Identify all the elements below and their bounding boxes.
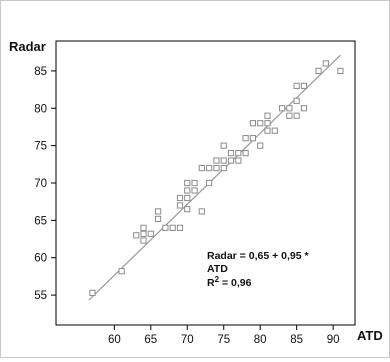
data-point <box>322 60 329 67</box>
y-tick-label: 70 <box>34 178 47 190</box>
data-point <box>118 268 125 275</box>
y-tick-label: 80 <box>34 103 47 115</box>
x-tick-label: 70 <box>181 334 194 346</box>
data-point <box>220 157 227 164</box>
y-tick-label: 65 <box>34 215 47 227</box>
data-point <box>213 157 220 164</box>
data-point <box>242 135 249 142</box>
r-squared-label: R2 = 0,96 <box>207 275 252 289</box>
data-point <box>220 142 227 149</box>
data-point <box>140 237 147 244</box>
regression-equation-line2: ATD <box>207 263 228 275</box>
data-point <box>227 157 235 164</box>
x-tick-label: 65 <box>144 334 157 346</box>
regression-line <box>88 54 341 301</box>
data-point <box>235 150 242 157</box>
plot-area <box>55 40 356 326</box>
data-point <box>235 157 242 164</box>
data-point <box>176 224 184 231</box>
data-point <box>293 82 300 89</box>
data-points-group <box>89 60 344 296</box>
data-point <box>227 150 235 157</box>
data-point <box>191 179 198 187</box>
r-squared-superscript: 2 <box>215 275 220 284</box>
data-point <box>293 112 300 119</box>
regression-equation-line1: Radar = 0,65 + 0,95 * <box>207 250 309 262</box>
data-point <box>154 215 162 222</box>
data-point <box>89 289 96 296</box>
data-point <box>184 187 191 194</box>
data-point <box>286 112 293 119</box>
y-axis-ticks: 55 60 65 70 75 80 85 <box>34 66 56 302</box>
data-point <box>154 208 162 215</box>
y-tick-label: 60 <box>34 253 47 265</box>
data-point <box>133 232 140 239</box>
y-tick-label: 55 <box>34 290 47 302</box>
data-point <box>264 112 271 119</box>
x-tick-label: 85 <box>290 334 303 346</box>
data-point <box>264 127 271 134</box>
data-point <box>242 150 249 157</box>
y-tick-label: 85 <box>34 66 47 78</box>
x-tick-label: 90 <box>327 334 340 346</box>
r-squared-prefix: R <box>207 277 215 289</box>
data-point <box>206 164 213 172</box>
data-point <box>257 142 264 149</box>
data-point <box>249 135 257 142</box>
data-point <box>184 206 191 213</box>
data-point <box>213 164 220 172</box>
data-point <box>169 224 176 231</box>
data-point <box>249 120 257 127</box>
data-point <box>278 105 286 112</box>
data-point <box>184 194 191 202</box>
data-point <box>176 202 184 209</box>
data-point <box>147 230 154 237</box>
data-point <box>198 208 205 215</box>
x-axis-title: ATD <box>357 328 383 343</box>
data-point <box>286 105 293 112</box>
data-point <box>300 105 308 112</box>
data-point <box>264 120 271 127</box>
data-point <box>162 224 169 231</box>
r-squared-value: = 0,96 <box>219 277 252 289</box>
regression-line-group <box>88 54 341 301</box>
data-point <box>315 67 322 74</box>
x-tick-label: 60 <box>108 334 121 346</box>
data-point <box>198 164 205 172</box>
y-axis-title: Radar <box>9 39 46 54</box>
x-tick-label: 75 <box>217 334 230 346</box>
data-point <box>184 179 191 187</box>
x-tick-label: 80 <box>254 334 267 346</box>
x-axis-ticks: 60 65 70 75 80 85 90 <box>108 325 340 346</box>
data-point <box>140 230 147 237</box>
regression-annotation: Radar = 0,65 + 0,95 * ATD R2 = 0,96 <box>207 250 309 289</box>
data-point <box>176 194 184 202</box>
data-point <box>300 82 308 89</box>
data-point <box>206 179 213 187</box>
data-point <box>140 224 147 231</box>
data-point <box>293 97 300 104</box>
data-point <box>337 67 344 74</box>
data-point <box>271 127 278 134</box>
y-tick-label: 75 <box>34 141 47 153</box>
data-point <box>191 187 198 194</box>
data-point <box>257 120 264 127</box>
data-point <box>220 164 227 172</box>
